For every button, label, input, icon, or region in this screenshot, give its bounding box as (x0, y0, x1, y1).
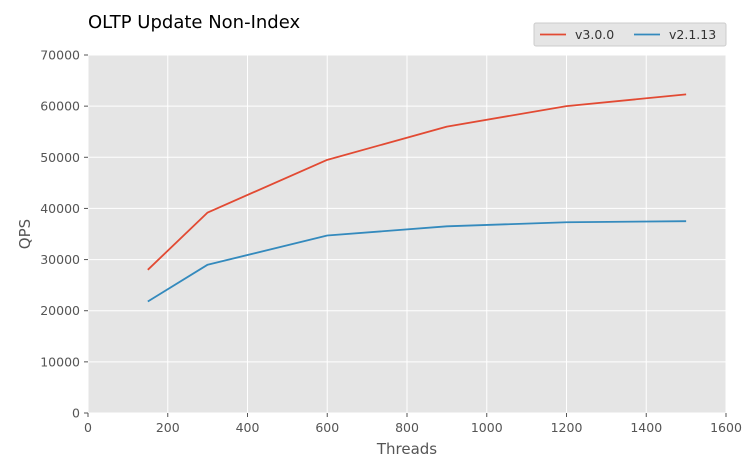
y-tick-label: 0 (72, 406, 80, 421)
y-tick-label: 40000 (40, 201, 80, 216)
legend-label: v2.1.13 (669, 27, 716, 42)
series-line-v2.1.13 (147, 220, 687, 303)
x-tick-label: 1400 (630, 420, 662, 435)
y-axis-label: QPS (16, 219, 34, 249)
x-tick-label: 0 (84, 420, 92, 435)
x-tick-label: 200 (156, 420, 180, 435)
chart-title: OLTP Update Non-Index (88, 12, 300, 33)
x-tick-label: 1000 (471, 420, 503, 435)
y-tick-label: 50000 (40, 150, 80, 165)
x-tick-label: 600 (315, 420, 339, 435)
legend-box (533, 22, 727, 47)
x-axis-ticks: 0 200 400 600 800 1000 1200 1400 1600 (84, 413, 742, 435)
y-tick-label: 30000 (40, 252, 80, 267)
series-lines (147, 93, 687, 303)
x-tick-label: 800 (395, 420, 419, 435)
x-tick-label: 1200 (551, 420, 583, 435)
y-axis-ticks: 0 10000 20000 30000 40000 50000 60000 70000 (40, 48, 88, 421)
x-tick-label: 1600 (710, 420, 742, 435)
series-line-v3.0.0 (147, 93, 687, 271)
x-tick-label: 400 (236, 420, 260, 435)
legend: v3.0.0 v2.1.13 (533, 22, 727, 47)
legend-label: v3.0.0 (575, 27, 614, 42)
y-tick-label: 60000 (40, 99, 80, 114)
x-axis-label: Threads (376, 440, 437, 458)
y-tick-label: 20000 (40, 303, 80, 318)
y-tick-label: 10000 (40, 354, 80, 369)
y-tick-label: 70000 (40, 48, 80, 63)
